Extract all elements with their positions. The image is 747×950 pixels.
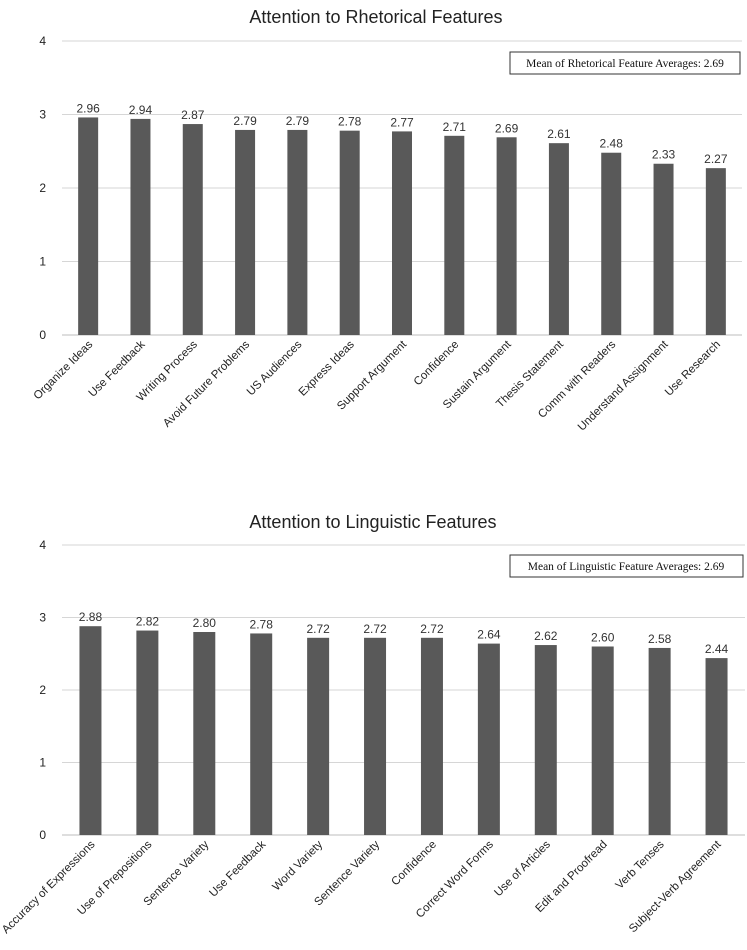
- y-tick-label: 1: [39, 756, 46, 770]
- bar: [705, 658, 728, 835]
- category-label: Word Variety: [271, 838, 326, 893]
- data-label: 2.87: [181, 108, 205, 122]
- bar: [705, 168, 726, 335]
- mean-annotation-box: [509, 554, 744, 578]
- y-tick-label: 3: [39, 611, 46, 625]
- data-label: 2.33: [652, 148, 676, 162]
- bar: [307, 637, 330, 835]
- data-label: 2.71: [443, 120, 467, 134]
- y-tick-label: 2: [39, 683, 46, 697]
- bar: [534, 645, 557, 835]
- category-label: Accuracy of Expressions: [0, 838, 98, 936]
- category-label: Verb Tenses: [614, 838, 667, 891]
- data-label: 2.72: [306, 622, 330, 636]
- y-tick-label: 3: [39, 108, 46, 122]
- mean-annotation-text: Mean of Linguistic Feature Averages: 2.6…: [528, 561, 725, 573]
- y-tick-label: 0: [39, 328, 46, 342]
- category-label: Use Research: [663, 339, 723, 399]
- y-tick-label: 2: [39, 181, 46, 195]
- data-label: 2.79: [233, 114, 257, 128]
- bar: [79, 626, 102, 835]
- chart-title: Attention to Linguistic Features: [249, 512, 496, 532]
- data-label: 2.77: [390, 115, 414, 129]
- mean-annotation-box: [509, 51, 741, 75]
- data-label: 2.79: [286, 114, 310, 128]
- data-label: 2.62: [534, 629, 558, 643]
- bar: [591, 646, 614, 835]
- data-label: 2.80: [193, 616, 217, 630]
- category-label: Confidence: [389, 839, 439, 889]
- bar: [548, 143, 569, 335]
- data-label: 2.60: [591, 631, 615, 645]
- chart-title: Attention to Rhetorical Features: [249, 7, 502, 27]
- bar: [496, 137, 517, 335]
- bar: [648, 647, 671, 835]
- bar: [601, 152, 622, 335]
- data-label: 2.61: [547, 127, 571, 141]
- data-label: 2.44: [705, 642, 729, 656]
- bar: [193, 632, 216, 835]
- data-label: 2.78: [338, 115, 362, 129]
- category-label: Organize Ideas: [32, 338, 96, 402]
- linguistic-features-chart: Attention to Linguistic Features Mean of…: [0, 512, 745, 936]
- bar: [444, 135, 465, 335]
- data-label: 2.96: [76, 101, 100, 115]
- mean-annotation: Mean of Linguistic Feature Averages: 2.6…: [509, 554, 744, 578]
- data-label: 2.82: [136, 615, 160, 629]
- data-label: 2.94: [129, 103, 153, 117]
- data-label: 2.88: [79, 610, 103, 624]
- data-label: 2.64: [477, 628, 501, 642]
- bar: [287, 129, 308, 335]
- bar: [130, 118, 151, 335]
- bar: [420, 637, 443, 835]
- bar: [477, 643, 500, 835]
- mean-annotation-text: Mean of Rhetorical Feature Averages: 2.6…: [526, 58, 724, 70]
- category-label: Confidence: [412, 339, 462, 389]
- y-tick-label: 4: [39, 538, 46, 552]
- data-label: 2.58: [648, 632, 672, 646]
- y-tick-label: 0: [39, 828, 46, 842]
- bar: [653, 163, 674, 335]
- data-label: 2.72: [363, 622, 387, 636]
- y-tick-label: 4: [39, 34, 46, 48]
- bar: [392, 131, 412, 335]
- data-label: 2.72: [420, 622, 444, 636]
- data-label: 2.48: [600, 137, 624, 151]
- category-label: Understand Assignment: [576, 338, 671, 433]
- data-label: 2.69: [495, 121, 519, 135]
- bar: [250, 633, 273, 835]
- y-tick-label: 1: [39, 255, 46, 269]
- category-label: Avoid Future Problems: [161, 338, 252, 429]
- mean-annotation: Mean of Rhetorical Feature Averages: 2.6…: [509, 51, 741, 75]
- bar: [364, 637, 387, 835]
- category-label: Subject-Verb Agreement: [627, 838, 724, 935]
- rhetorical-features-chart: Attention to Rhetorical Features Mean of…: [32, 7, 742, 433]
- bar: [235, 129, 256, 335]
- bar: [78, 117, 99, 335]
- category-label: Use of Articles: [492, 838, 553, 899]
- bar: [339, 130, 360, 335]
- bar: [136, 630, 159, 835]
- data-label: 2.27: [704, 152, 728, 166]
- data-label: 2.78: [250, 617, 274, 631]
- bar: [182, 124, 203, 336]
- category-label: Express Ideas: [297, 338, 357, 398]
- category-label: Use Feedback: [207, 838, 268, 899]
- category-label: US Audiences: [245, 338, 305, 398]
